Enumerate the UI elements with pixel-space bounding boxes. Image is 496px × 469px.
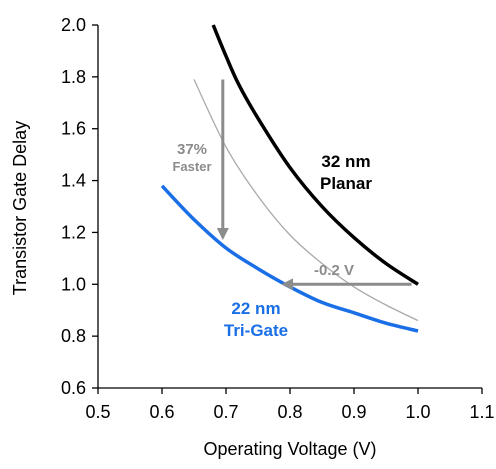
y-axis-label: Transistor Gate Delay [10, 121, 30, 295]
faster-text-label: Faster [172, 159, 211, 174]
voltage-shifted-reference-line [193, 79, 419, 322]
x-tick-label: 0.5 [85, 402, 110, 422]
y-tick-label: 1.2 [61, 222, 86, 242]
planar-label-size: 32 nm [321, 152, 370, 171]
y-tick-label: 1.8 [61, 67, 86, 87]
planar-label-name: Planar [320, 174, 372, 193]
x-tick-label: 0.6 [149, 402, 174, 422]
x-tick-label: 0.9 [341, 402, 366, 422]
y-tick-label: 0.6 [61, 378, 86, 398]
y-tick-label: 1.6 [61, 119, 86, 139]
axes [97, 25, 482, 389]
y-tick-label: 2.0 [61, 15, 86, 35]
x-tick-label: 0.8 [277, 402, 302, 422]
x-tick-label: 1.0 [405, 402, 430, 422]
y-tick-label: 0.8 [61, 326, 86, 346]
x-ticks: 0.5 0.6 0.7 0.8 0.9 1.0 1.1 [85, 388, 495, 422]
planar-32nm-line [211, 24, 419, 286]
trigate-label-name: Tri-Gate [224, 321, 288, 340]
x-tick-label: 0.7 [213, 402, 238, 422]
x-axis-label: Operating Voltage (V) [203, 439, 376, 459]
x-tick-label: 1.1 [469, 402, 494, 422]
voltage-shift-label: -0.2 V [314, 262, 354, 279]
trigate-label-size: 22 nm [231, 299, 280, 318]
y-ticks: 0.6 0.8 1.0 1.2 1.4 1.6 1.8 2.0 [61, 15, 98, 398]
faster-percent-label: 37% [177, 141, 207, 158]
y-tick-label: 1.4 [61, 171, 86, 191]
y-tick-label: 1.0 [61, 274, 86, 294]
